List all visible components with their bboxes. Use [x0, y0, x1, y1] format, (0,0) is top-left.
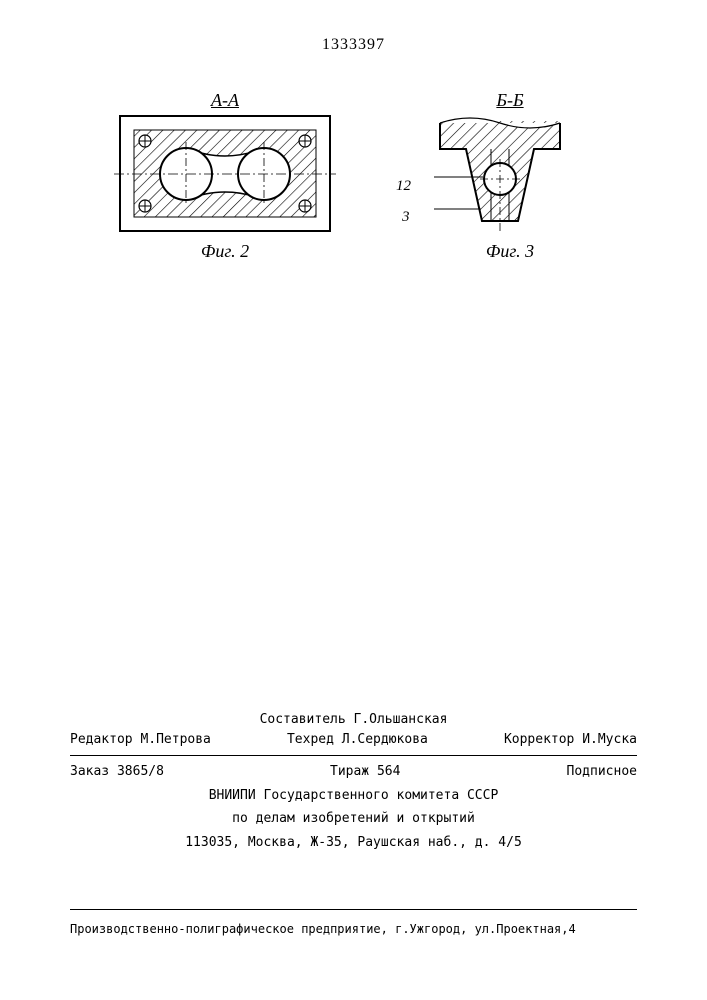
credits-sostavitel: Составитель Г.Ольшанская	[70, 710, 637, 730]
figure-2: А-А	[110, 90, 340, 262]
divider-bottom	[70, 909, 637, 910]
credits-org2: по делам изобретений и открытий	[70, 809, 637, 829]
fig2-section-label: А-А	[110, 90, 340, 111]
credits-org1: ВНИИПИ Государственного комитета СССР	[70, 786, 637, 806]
credits-block: Составитель Г.Ольшанская Редактор М.Петр…	[70, 706, 637, 852]
credits-tirazh: Тираж 564	[330, 762, 400, 782]
credits-zakaz: Заказ 3865/8	[70, 762, 164, 782]
fig3-svg	[400, 111, 580, 241]
credits-tehred: Техред Л.Сердюкова	[287, 730, 428, 750]
credits-korrektor: Корректор И.Муска	[504, 730, 637, 750]
document-number: 1333397	[0, 36, 707, 54]
page: 1333397 А-А	[0, 0, 707, 1000]
credits-redaktor: Редактор М.Петрова	[70, 730, 211, 750]
fig2-caption: Фиг. 2	[110, 241, 340, 262]
divider-1	[70, 755, 637, 756]
figure-3: Б-Б	[400, 90, 580, 262]
credits-row-1: Редактор М.Петрова Техред Л.Сердюкова Ко…	[70, 730, 637, 750]
credits-row-2: Заказ 3865/8 Тираж 564 Подписное	[70, 762, 637, 782]
credits-podpisnoe: Подписное	[567, 762, 637, 782]
figures-row: А-А	[110, 90, 610, 310]
fig3-callout-3: 3	[402, 209, 410, 226]
fig3-section-label: Б-Б	[440, 90, 580, 111]
fig3-caption: Фиг. 3	[440, 241, 580, 262]
fig2-svg	[110, 111, 340, 241]
credits-org3: 113035, Москва, Ж-35, Раушская наб., д. …	[70, 833, 637, 853]
bottom-imprint: Производственно-полиграфическое предприя…	[70, 922, 637, 936]
fig3-callout-12: 12	[396, 178, 411, 195]
